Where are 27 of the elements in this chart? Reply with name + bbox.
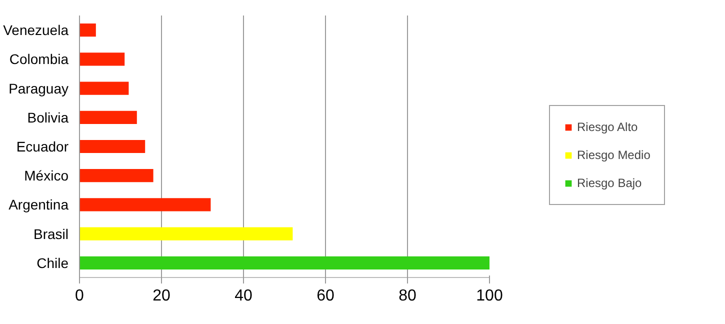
legend-label: Riesgo Medio (577, 148, 650, 162)
y-tick-label: México (24, 168, 69, 184)
x-tick-label: 60 (316, 288, 334, 304)
bar (80, 110, 137, 124)
bar (80, 198, 211, 212)
y-tick-label: Brasil (33, 226, 69, 242)
bar (80, 82, 129, 95)
bar (80, 52, 125, 66)
y-tick-label: Paraguay (8, 80, 69, 96)
bar (80, 227, 293, 240)
x-tick-label: 80 (398, 288, 416, 304)
x-tick-label: 20 (152, 288, 170, 304)
y-tick-label: Chile (36, 254, 69, 271)
bar (80, 140, 146, 154)
bar (80, 24, 96, 37)
bar (80, 256, 490, 270)
y-tick-label: Bolivia (27, 109, 69, 126)
x-tick-label: 40 (234, 288, 252, 304)
y-tick-label: Colombia (9, 51, 69, 68)
y-tick-label: Venezuela (3, 22, 69, 38)
legend-label: Riesgo Bajo (577, 176, 642, 190)
legend-label: Riesgo Alto (577, 120, 638, 134)
x-tick-label: 100 (476, 288, 503, 304)
y-tick-label: Ecuador (16, 138, 69, 154)
bar (80, 169, 154, 182)
x-tick-label: 0 (75, 288, 84, 304)
y-tick-label: Argentina (8, 196, 69, 213)
